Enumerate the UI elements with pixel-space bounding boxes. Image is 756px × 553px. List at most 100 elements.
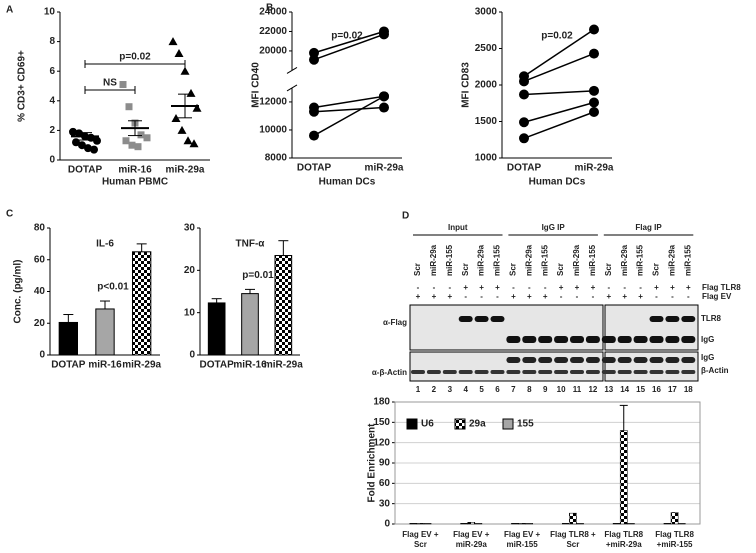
x-tick-label: Scr <box>414 540 427 549</box>
chart-title: TNF-α <box>236 239 266 250</box>
point <box>78 141 86 150</box>
band <box>506 370 521 374</box>
x-tick-label: DOTAP <box>297 163 332 174</box>
plot-frame <box>394 401 701 525</box>
lane-number: 18 <box>684 385 693 394</box>
point <box>519 76 529 87</box>
bar <box>474 523 483 525</box>
bar <box>416 523 425 525</box>
x-axis-label: Human DCs <box>529 177 586 188</box>
lane-number: 11 <box>573 385 582 394</box>
blot-box <box>604 304 699 351</box>
y-tick-label: 40 <box>34 286 46 297</box>
annotation: NS <box>103 78 117 89</box>
blot-box <box>409 351 604 382</box>
bar <box>95 308 115 356</box>
x-axis-label: Human DCs <box>319 177 376 188</box>
sign: - <box>464 292 467 301</box>
bar <box>619 430 628 525</box>
sign: - <box>544 283 547 292</box>
sign: - <box>528 283 531 292</box>
x-tick-label: DOTAP <box>507 163 542 174</box>
band <box>426 370 441 374</box>
y-tick-label: 6 <box>49 66 55 77</box>
point <box>69 127 77 136</box>
sign: + <box>495 283 500 292</box>
point <box>189 139 199 148</box>
lane-number: 8 <box>527 385 532 394</box>
point <box>519 89 529 100</box>
band <box>411 370 425 374</box>
sign: + <box>638 292 643 301</box>
point <box>183 136 193 145</box>
band <box>570 370 584 374</box>
sign: + <box>543 292 548 301</box>
y-tick-label: 2 <box>49 125 55 136</box>
y-tick-label: 2000 <box>475 80 498 91</box>
y-tick-label: 60 <box>34 254 46 265</box>
legend-swatch <box>406 418 418 430</box>
y-axis-label: % CD3+ CD69+ <box>17 50 28 122</box>
point <box>379 102 389 113</box>
y-tick-label: 8 <box>49 36 55 47</box>
lane-number: 12 <box>588 385 597 394</box>
lane-label: miR-155 <box>493 244 502 276</box>
band <box>633 336 648 343</box>
point <box>125 103 133 111</box>
point <box>309 130 319 141</box>
blot-group: IgG IP <box>542 223 566 232</box>
sign: - <box>417 283 420 292</box>
bar <box>423 523 432 525</box>
point <box>174 48 184 57</box>
x-tick-label: miR-16 <box>118 165 152 176</box>
legend-label: 29a <box>469 419 486 430</box>
sign: - <box>687 292 690 301</box>
x-tick-label: miR-29a <box>575 163 614 174</box>
annotation: p=0.02 <box>541 31 573 42</box>
bar <box>612 523 621 525</box>
x-tick-label: Scr <box>566 540 579 549</box>
sign: + <box>670 283 675 292</box>
pair-line <box>523 101 595 123</box>
pair-line <box>523 28 595 77</box>
x-tick-label: miR-29a <box>365 163 404 174</box>
sign: - <box>496 292 499 301</box>
y-tick-label: 0 <box>39 350 45 361</box>
x-tick-label: Flag EV + <box>504 530 541 539</box>
sign: + <box>447 292 452 301</box>
annotation: p=0.02 <box>331 31 363 42</box>
band <box>538 370 553 374</box>
lane-label: Scr <box>556 263 565 276</box>
lane-label: miR-29a <box>524 244 533 276</box>
lane-number: 1 <box>416 385 421 394</box>
sign: - <box>655 292 658 301</box>
bar <box>58 321 79 356</box>
lane-label: miR-29a <box>572 244 581 276</box>
legend-swatch <box>454 418 466 430</box>
lane-label: miR-155 <box>588 244 597 276</box>
band-label: TLR8 <box>701 314 722 323</box>
y-tick-label: 10000 <box>259 125 287 136</box>
pair-line <box>523 111 595 139</box>
band <box>681 357 696 363</box>
band <box>522 370 537 374</box>
pair-line <box>313 95 385 109</box>
band <box>665 370 680 374</box>
band-label: IgG <box>701 353 714 362</box>
bar <box>274 255 293 356</box>
x-tick-label: Flag EV + <box>453 530 490 539</box>
band <box>474 370 489 374</box>
bar <box>670 512 679 525</box>
lane-label: miR-29a <box>477 244 486 276</box>
sign: - <box>671 292 674 301</box>
band <box>617 357 632 363</box>
lane-number: 3 <box>448 385 453 394</box>
bar <box>576 523 584 525</box>
row-label: Flag TLR8 <box>702 283 741 292</box>
x-tick-label: miR-16 <box>233 360 267 371</box>
lane-number: 6 <box>495 385 500 394</box>
y-tick-label: 60 <box>379 478 391 489</box>
point <box>379 91 389 102</box>
band <box>458 370 473 374</box>
